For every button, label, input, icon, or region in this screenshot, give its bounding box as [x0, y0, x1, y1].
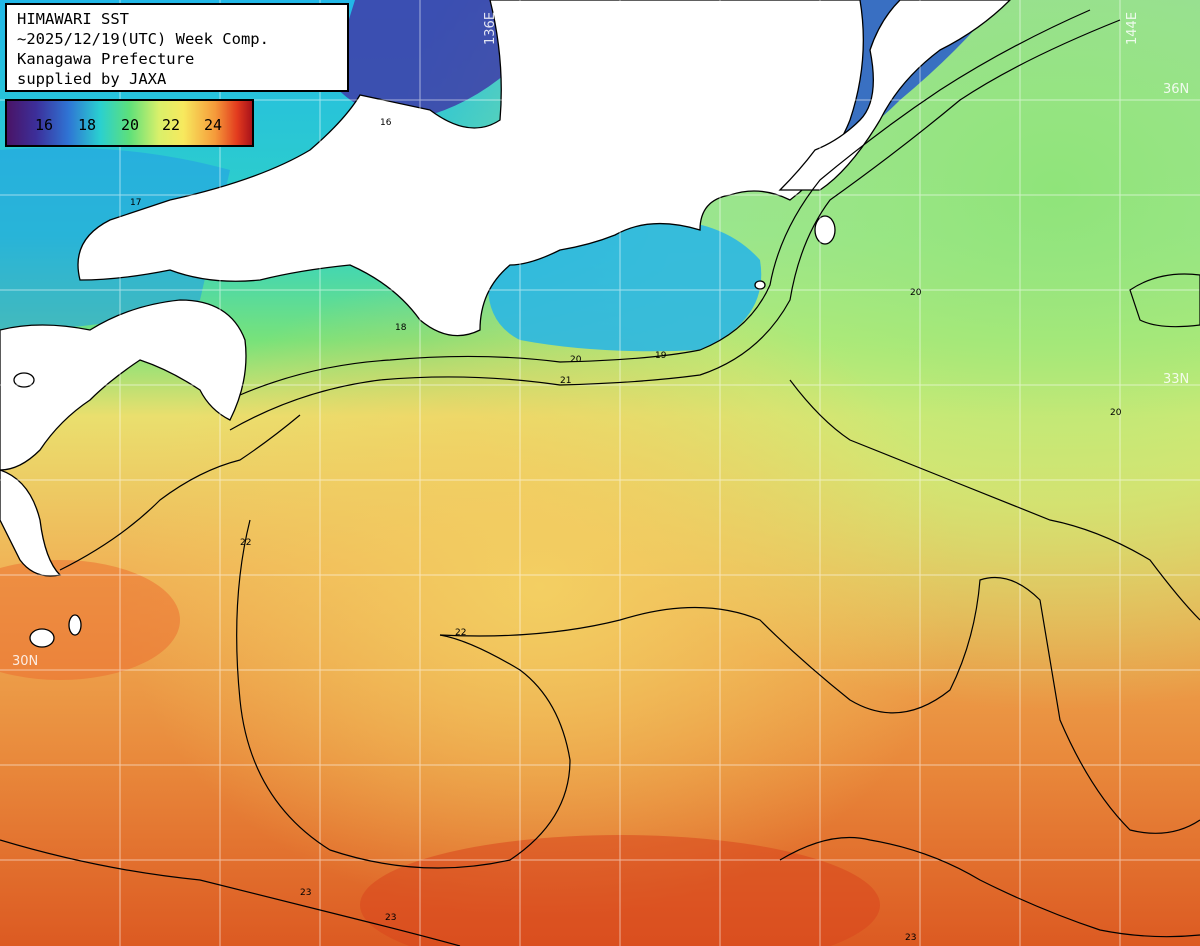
- legend-tick: 20: [121, 116, 140, 134]
- contour-label: 16: [380, 118, 392, 128]
- cold-water-northwest-bay: [330, 0, 514, 119]
- title-line-prefecture: Kanagawa Prefecture: [17, 50, 195, 68]
- island-tanegashima: [29, 628, 55, 648]
- contour-20-east: [789, 379, 1200, 621]
- legend-tick: 18: [78, 116, 97, 134]
- contour-label: 20: [910, 288, 922, 298]
- contour-19-east-eddy: [1129, 273, 1200, 328]
- legend-tick: 16: [35, 116, 54, 134]
- title-box: HIMAWARI SST ~2025/12/19(UTC) Week Comp.…: [5, 3, 349, 92]
- contour-label: 22: [455, 628, 466, 638]
- contour-label: 21: [560, 376, 571, 386]
- contour-21: [229, 19, 1121, 431]
- lat-label-30n: 30N: [12, 654, 39, 669]
- island-yakushima: [68, 614, 82, 636]
- contour-20: [239, 9, 1091, 396]
- title-line-date: ~2025/12/19(UTC) Week Comp.: [17, 30, 269, 48]
- warm-water-southwest: [0, 560, 180, 680]
- contour-label: 22: [240, 538, 251, 548]
- title-line-product: HIMAWARI SST: [17, 10, 129, 28]
- contour-label: 19: [655, 351, 667, 361]
- contour-21-southwest: [59, 414, 301, 571]
- contour-labels: 16 17 18 19 20 21 22 22 23 23 23 20 20: [130, 118, 1122, 943]
- contour-label: 23: [300, 888, 311, 898]
- contour-label: 23: [385, 913, 396, 923]
- contour-label: 18: [395, 323, 407, 333]
- contour-23-southeast: [779, 836, 1200, 938]
- legend-tick: 24: [204, 116, 223, 134]
- contour-22-west-eddy: [236, 519, 571, 869]
- contour-label: 23: [905, 933, 916, 943]
- lat-label-36n: 36N: [1163, 82, 1190, 97]
- contour-label: 20: [570, 355, 582, 365]
- island-small-west: [13, 372, 35, 388]
- contour-label: 17: [130, 198, 141, 208]
- island-oshima: [814, 215, 836, 245]
- isotherm-contours: [0, 9, 1200, 946]
- boso-landmass: [778, 0, 1011, 191]
- color-scale-legend: 16 18 20 22 24: [5, 99, 254, 147]
- legend-tick: 22: [162, 116, 181, 134]
- contour-label: 20: [1110, 408, 1122, 418]
- honshu-landmass: [77, 0, 864, 337]
- lon-label-144e: 144E: [1125, 11, 1140, 45]
- contour-23-south: [0, 839, 461, 946]
- shikoku-landmass: [0, 299, 247, 471]
- contour-22-east: [439, 576, 1200, 834]
- lon-label-136e: 136E: [483, 11, 498, 45]
- lat-label-33n: 33N: [1163, 372, 1190, 387]
- title-line-supplier: supplied by JAXA: [17, 70, 167, 88]
- island-kozushima: [754, 280, 766, 290]
